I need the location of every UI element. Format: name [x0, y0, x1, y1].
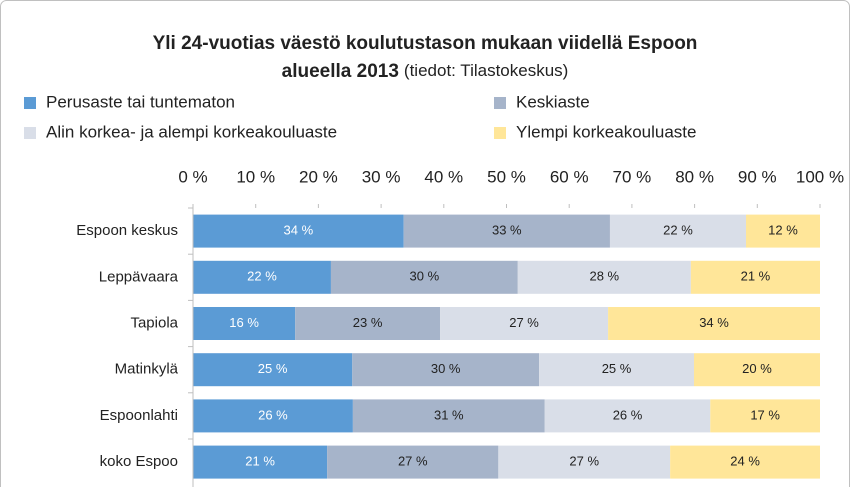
legend-swatch — [494, 127, 506, 139]
data-label: 20 % — [742, 361, 772, 376]
bar-segment — [403, 214, 610, 248]
legend-label: Perusaste tai tuntematon — [46, 92, 235, 111]
chart-title-line: alueella 2013 (tiedot: Tilastokeskus) — [282, 61, 569, 82]
bar-segment — [295, 307, 441, 340]
x-tick-label: 10 % — [236, 167, 275, 186]
bar-segment — [193, 260, 331, 294]
bar-segment — [193, 214, 404, 248]
x-tick-label: 60 % — [550, 167, 589, 186]
data-label: 12 % — [768, 223, 798, 238]
y-tick-label: Matinkylä — [115, 361, 179, 378]
bar-segment — [517, 260, 691, 294]
y-tick-label: Espoonlahti — [100, 407, 178, 424]
x-tick-label: 40 % — [424, 167, 463, 186]
data-label: 27 % — [569, 454, 599, 469]
data-label: 25 % — [602, 361, 632, 376]
data-label: 22 % — [247, 269, 277, 284]
data-label: 27 % — [509, 315, 539, 330]
legend-swatch — [24, 97, 36, 109]
x-tick-label: 100 % — [796, 167, 844, 186]
x-tick-label: 0 % — [178, 167, 207, 186]
y-tick-label: Tapiola — [130, 314, 178, 331]
chart-title: alueella 2013 — [282, 61, 399, 82]
data-label: 30 % — [431, 361, 461, 376]
bar-segment — [746, 214, 820, 248]
bar-segment — [498, 445, 671, 479]
bar-segment — [327, 445, 499, 479]
legend-label: Ylempi korkeakouluaste — [516, 122, 696, 141]
bar-segment — [608, 307, 820, 340]
bar-segment — [544, 399, 711, 433]
bar-segment — [193, 307, 296, 340]
data-label: 34 % — [284, 223, 314, 238]
bar-segment — [352, 353, 540, 387]
y-tick-label: Espoon keskus — [76, 222, 178, 239]
bar-segment — [693, 353, 820, 387]
legend-label: Alin korkea- ja alempi korkeakouluaste — [46, 122, 337, 141]
data-label: 25 % — [258, 361, 288, 376]
x-tick-label: 90 % — [738, 167, 777, 186]
bar-segment — [352, 399, 545, 433]
bar-segment — [193, 399, 353, 433]
data-label: 31 % — [434, 407, 464, 422]
x-tick-label: 30 % — [362, 167, 401, 186]
data-label: 21 % — [245, 454, 275, 469]
data-label: 34 % — [699, 315, 729, 330]
chart-title: Yli 24-vuotias väestö koulutustason muka… — [153, 33, 698, 54]
bar-segment — [690, 260, 820, 294]
bar-segment — [193, 353, 353, 387]
data-label: 28 % — [589, 269, 619, 284]
bar-segment — [440, 307, 609, 340]
data-label: 23 % — [353, 315, 383, 330]
data-label: 27 % — [398, 454, 428, 469]
chart-subtitle: (tiedot: Tilastokeskus) — [404, 61, 568, 80]
data-label: 24 % — [730, 454, 760, 469]
legend-swatch — [494, 97, 506, 109]
bar-segment — [330, 260, 518, 294]
y-tick-label: Leppävaara — [99, 268, 179, 285]
data-label: 22 % — [663, 223, 693, 238]
x-tick-label: 50 % — [487, 167, 526, 186]
x-tick-label: 80 % — [675, 167, 714, 186]
data-label: 17 % — [750, 407, 780, 422]
legend-label: Keskiaste — [516, 92, 590, 111]
legend-swatch — [24, 127, 36, 139]
data-label: 26 % — [613, 407, 643, 422]
data-label: 21 % — [741, 269, 771, 284]
bar-segment — [670, 445, 820, 479]
x-tick-label: 70 % — [613, 167, 652, 186]
bar-segment — [539, 353, 694, 387]
data-label: 33 % — [492, 223, 522, 238]
bar-segment — [609, 214, 747, 248]
data-label: 16 % — [229, 315, 259, 330]
x-tick-label: 20 % — [299, 167, 338, 186]
y-tick-label: koko Espoo — [100, 453, 178, 470]
data-label: 26 % — [258, 407, 288, 422]
data-label: 30 % — [410, 269, 440, 284]
bar-segment — [710, 399, 820, 433]
bar-segment — [193, 445, 328, 479]
